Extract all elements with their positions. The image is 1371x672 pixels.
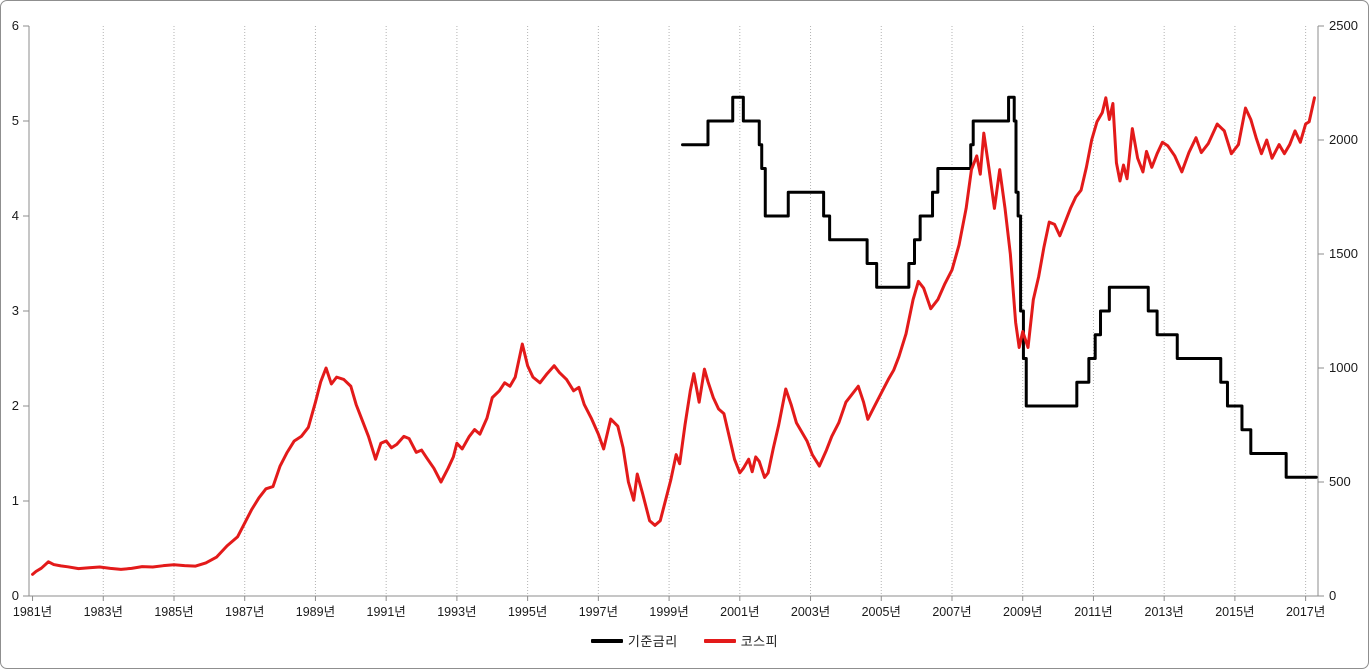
right-axis-tick-label: 2500: [1329, 18, 1358, 33]
x-axis-tick-label: 1985년: [154, 605, 193, 619]
right-axis-tick-label: 0: [1329, 588, 1336, 603]
right-axis-tick-label: 500: [1329, 474, 1351, 489]
x-axis-tick-label: 2007년: [932, 605, 971, 619]
x-axis-tick-label: 2017년: [1286, 605, 1325, 619]
right-axis-tick-label: 1000: [1329, 360, 1358, 375]
x-axis-tick-label: 2005년: [862, 605, 901, 619]
x-axis-tick-label: 1997년: [579, 605, 618, 619]
kospi-line: [31, 96, 1316, 576]
x-axis-tick-label: 2013년: [1145, 605, 1184, 619]
base-rate-line: [681, 95, 1318, 479]
x-axis-tick-label: 1993년: [437, 605, 476, 619]
x-axis-tick-label: 1991년: [367, 605, 406, 619]
x-axis-tick-label: 2011년: [1074, 605, 1112, 619]
x-axis-tick-label: 2001년: [720, 605, 759, 619]
x-axis-tick-label: 2009년: [1003, 605, 1042, 619]
x-axis-tick-label: 2015년: [1215, 605, 1254, 619]
left-axis-tick-label: 2: [12, 398, 19, 413]
left-axis-tick-label: 3: [12, 303, 19, 318]
left-axis-tick-label: 6: [12, 18, 19, 33]
left-axis-tick-label: 0: [12, 588, 19, 603]
right-axis-tick-label: 1500: [1329, 246, 1358, 261]
x-axis-tick-label: 1981년: [13, 605, 52, 619]
x-axis-tick-label: 1999년: [649, 605, 688, 619]
left-axis-tick-label: 5: [12, 113, 19, 128]
x-axis-tick-label: 1989년: [296, 605, 335, 619]
left-axis-tick-label: 4: [12, 208, 19, 223]
x-axis-tick-label: 1987년: [225, 605, 264, 619]
x-axis-tick-label: 1983년: [84, 605, 123, 619]
x-axis-tick-label: 1995년: [508, 605, 547, 619]
x-axis-tick-label: 2003년: [791, 605, 830, 619]
right-axis-tick-label: 2000: [1329, 132, 1358, 147]
left-axis-tick-label: 1: [12, 493, 19, 508]
